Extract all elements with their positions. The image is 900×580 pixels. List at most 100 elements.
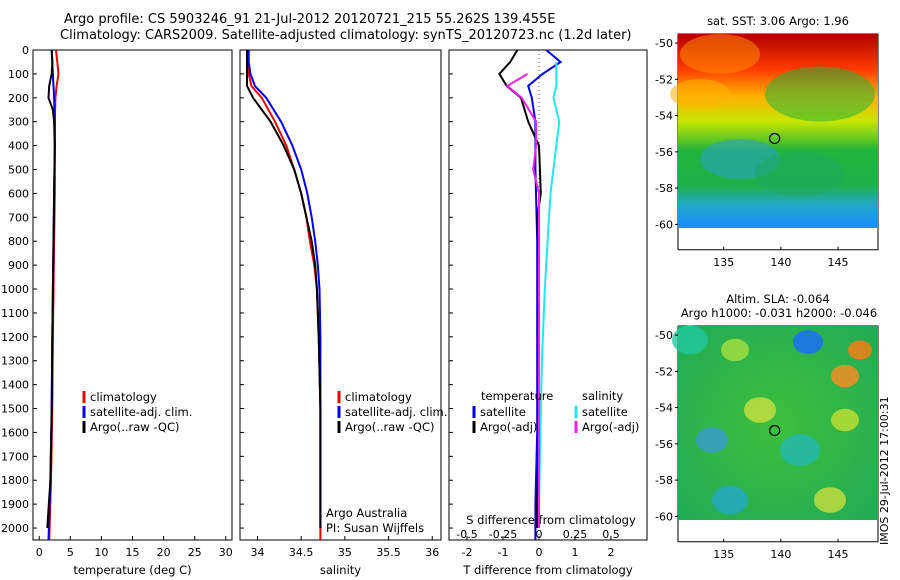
y-tick-label: 2000 [1, 522, 29, 535]
lat-tick-label: -56 [655, 438, 673, 451]
series-line-argo-raw-qc- [46, 49, 56, 529]
sla-patch [696, 427, 728, 453]
y-tick-label: 600 [8, 187, 29, 200]
y-tick-label: 1700 [1, 450, 29, 463]
sst-patch [670, 79, 730, 109]
top-tick-label: -0.5 [456, 528, 477, 541]
top-tick-label: -0.25 [489, 528, 517, 541]
sla-map: -50 -52 -54 -56 -58 -60 135 140 145 [655, 325, 879, 561]
sla-patch [721, 338, 749, 362]
lon-tick-label: 140 [770, 256, 791, 269]
x-tick-label: 25 [188, 546, 202, 559]
sla-patch [793, 330, 823, 354]
x-tick-label: 1 [572, 546, 579, 559]
x-tick-label: 34 [250, 546, 264, 559]
credit-annotation: Argo Australia [326, 506, 407, 520]
legend-title-salinity: salinity [582, 389, 623, 403]
lat-tick-label: -58 [655, 182, 673, 195]
header-line-1: Argo profile: CS 5903246_91 21-Jul-2012 … [64, 12, 556, 27]
y-tick-label: 1100 [1, 307, 29, 320]
x-tick-label: 5 [67, 546, 74, 559]
sla-patch [744, 397, 776, 423]
top-axis-label: S difference from climatology [466, 513, 636, 527]
y-tick-label: 400 [8, 140, 29, 153]
x-tick-label: 35 [338, 546, 352, 559]
y-tick-label: 1900 [1, 498, 29, 511]
plot-frame [239, 49, 442, 541]
x-tick-label: -2 [462, 546, 473, 559]
x-tick-label: 36 [425, 546, 439, 559]
y-tick-label: 1500 [1, 403, 29, 416]
y-tick-label: 900 [8, 259, 29, 272]
x-tick-label: 34.5 [289, 546, 314, 559]
lat-tick-label: -52 [655, 365, 673, 378]
x-tick-label: 20 [157, 546, 171, 559]
sla-patch [780, 434, 820, 466]
argo-location-marker [769, 132, 781, 145]
y-tick-label: 0 [22, 44, 29, 57]
series-line-argo-raw-qc- [246, 50, 322, 528]
x-tick-label: 10 [94, 546, 108, 559]
legend-label: satellite-adj. clim. [90, 405, 192, 419]
y-tick-label: 1400 [1, 379, 29, 392]
sla-patch [712, 485, 748, 515]
legend-label: Argo(..raw -QC) [90, 420, 180, 434]
lon-tick-label: 145 [828, 256, 849, 269]
argo-location-marker [769, 424, 781, 437]
lon-tick-label: 135 [713, 548, 734, 561]
imos-timestamp: IMOS 29-Jul-2012 17:00:31 [878, 396, 891, 545]
series-line-salinity-argo-adj- [505, 73, 540, 528]
sla-map-title: Altim. SLA: -0.064 [726, 292, 830, 306]
sst-patch [755, 151, 845, 197]
x-tick-label: 0 [36, 546, 43, 559]
lat-tick-label: -60 [655, 218, 673, 231]
legend-label: Argo(..raw -QC) [345, 420, 435, 434]
header-line-2: Climatology: CARS2009. Satellite-adjuste… [60, 28, 632, 43]
y-tick-label: 1200 [1, 331, 29, 344]
lon-tick-label: 140 [770, 548, 791, 561]
x-tick-label: 2 [608, 546, 615, 559]
panel-differences: -2 -1 0 1 2 T difference from climatology S di… [448, 49, 648, 577]
plot-frame [32, 49, 233, 541]
x-tick-label: 15 [126, 546, 140, 559]
sst-map-title: sat. SST: 3.06 Argo: 1.96 [707, 14, 849, 28]
plot-frame [448, 49, 648, 541]
sla-patch [814, 487, 846, 513]
x-axis-label: T difference from climatology [462, 563, 633, 577]
lat-tick-label: -54 [655, 402, 673, 415]
legend-label: climatology [345, 390, 412, 404]
legend-label: satellite [582, 405, 628, 419]
lat-tick-label: -50 [655, 37, 673, 50]
sla-patch [848, 340, 872, 360]
series-line-satellite-adj-clim- [247, 50, 322, 528]
legend-label: Argo(-adj) [582, 420, 639, 434]
y-tick-label: 1600 [1, 426, 29, 439]
y-tick-label: 700 [8, 211, 29, 224]
sst-patch [680, 34, 760, 74]
legend-label: climatology [90, 390, 157, 404]
panel-temperature: 0100200300400500600700800900100011001200… [1, 44, 233, 577]
legend-label: Argo(-adj) [480, 420, 537, 434]
x-axis-label: temperature (deg C) [73, 563, 191, 577]
x-tick-label: 0 [536, 546, 543, 559]
y-tick-label: 1000 [1, 283, 29, 296]
top-tick-label: 0.25 [563, 528, 588, 541]
x-axis-label: salinity [320, 563, 361, 577]
sst-map: -50 -52 -54 -56 -58 -60 135 140 145 [655, 33, 879, 269]
lat-tick-label: -52 [655, 73, 673, 86]
y-tick-label: 200 [8, 92, 29, 105]
sla-patch [831, 364, 859, 388]
legend-label: satellite-adj. clim. [345, 405, 447, 419]
y-tick-label: 1300 [1, 355, 29, 368]
sla-patch [831, 408, 859, 432]
lat-tick-label: -56 [655, 146, 673, 159]
x-tick-label: -1 [498, 546, 509, 559]
x-tick-label: 35.5 [376, 546, 401, 559]
sst-patch [765, 66, 875, 122]
sla-map-subtitle: Argo h1000: -0.031 h2000: -0.046 [680, 306, 878, 320]
x-tick-label: 30 [219, 546, 233, 559]
y-tick-label: 1800 [1, 474, 29, 487]
lat-tick-label: -50 [655, 329, 673, 342]
lon-tick-label: 135 [713, 256, 734, 269]
